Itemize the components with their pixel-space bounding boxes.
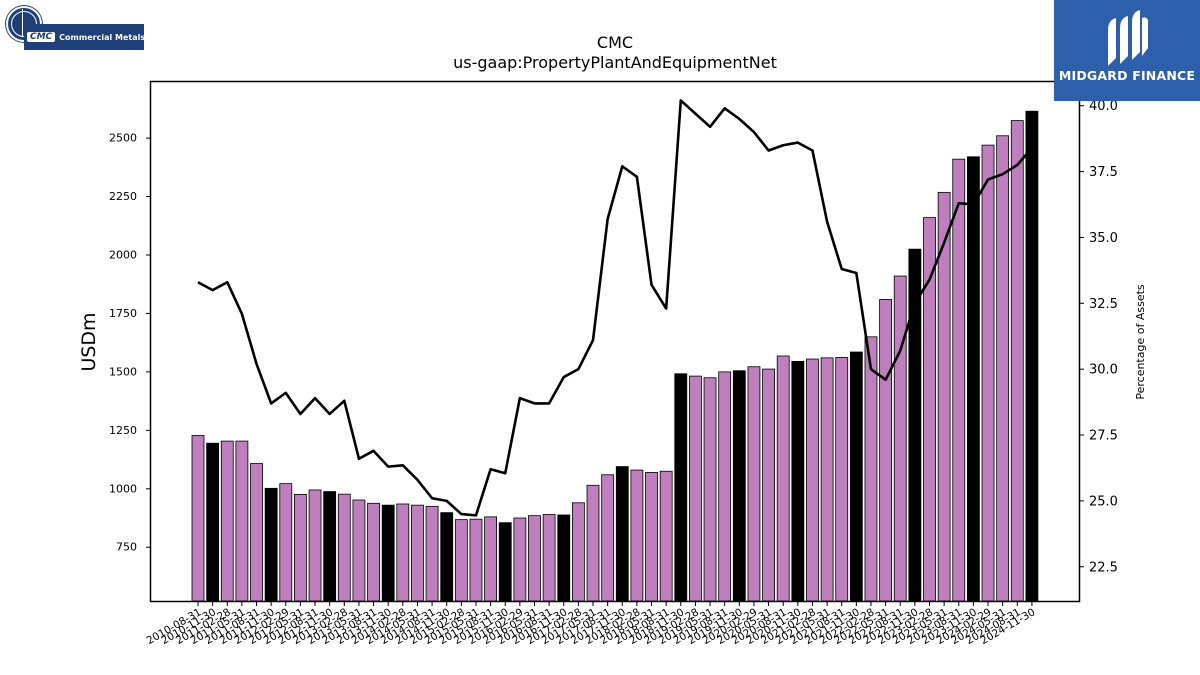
bar-2017-05-31 [586,484,600,602]
bar-2019-08-31 [718,371,732,602]
bar-2020-11-30 [791,360,805,602]
bar-2011-02-28 [220,440,234,602]
cmc-logo-bar: CMC Commercial Metals [24,24,146,50]
plot-frame [149,80,1081,603]
bar-2013-08-31 [367,502,380,602]
bar-2011-08-31 [250,463,263,602]
bar-2015-05-31 [469,518,483,602]
bar-2010-08-31 [191,435,205,602]
y-tick-label: 1250 [109,424,137,437]
bar-2010-11-30 [206,442,220,602]
y-tick-label: 2500 [109,132,137,145]
bar-2014-05-31 [411,504,424,602]
bar-2019-05-31 [703,377,717,602]
bar-2015-08-31 [484,516,498,602]
y-tick-label: 1750 [109,307,137,320]
y-axis-label: USDm [78,312,100,371]
bar-2013-11-30 [381,504,395,602]
y2-tick-label: 32.5 [1089,297,1118,312]
y-tick-label: 1500 [109,365,137,378]
bar-2017-08-31 [601,474,615,602]
bar-2014-11-30 [440,512,454,602]
right-axis: 22.5 25.0 27.5 30.0 32.5 35.0 37.5 40.0 [1079,99,1118,575]
bar-2024-08-31 [1010,120,1024,602]
chart-title: CMC [597,33,633,52]
bar-2012-11-30 [323,491,337,602]
y2-tick-label: 37.5 [1089,165,1118,180]
bar-2024-11-30 [1025,110,1039,602]
y2-tick-label: 30.0 [1089,363,1118,378]
bar-2018-05-31 [645,472,658,602]
bar-2012-08-31 [308,489,322,602]
bar-2023-02-28 [923,217,936,602]
bar-2012-05-31 [294,493,307,602]
bar-2023-08-31 [952,158,966,602]
bar-2013-05-31 [352,499,366,602]
bar-2022-02-28 [864,336,878,602]
bar-2015-11-30 [498,522,512,602]
bar-2015-02-28 [454,519,468,602]
bar-2020-02-29 [747,366,761,602]
midgard-finance-name: MIDGARD FINANCE [1058,68,1196,83]
bar-2022-08-31 [893,275,907,602]
bar-2011-05-31 [235,440,249,602]
bar-2018-08-31 [659,470,673,602]
bar-2021-05-31 [820,357,834,602]
bar-2019-02-28 [689,375,702,602]
cmc-logo: CMC Commercial Metals [4,6,146,52]
y-tick-label: 1000 [109,482,137,495]
bar-2017-02-28 [571,502,585,602]
y2-tick-label: 27.5 [1089,429,1118,444]
midgard-mark-icon [1108,10,1148,66]
y-tick-label: 2250 [109,190,137,203]
bar-2016-02-29 [513,517,527,602]
bar-2020-08-31 [776,355,790,602]
midgard-finance-logo: MIDGARD FINANCE [1054,0,1200,101]
bar-2022-05-31 [879,299,893,602]
y2-axis-label: Percentage of Assets [1134,284,1147,400]
bars-layer [191,110,1039,602]
bar-2016-08-31 [542,514,556,602]
x-axis: 2010-08-312010-11-302011-02-282011-05-31… [145,601,1037,647]
bar-2018-11-30 [674,373,688,602]
bar-2014-08-31 [425,505,439,602]
cmc-logo-tag: CMC [27,32,56,42]
bar-2016-11-30 [557,514,571,602]
y-tick-label: 750 [116,541,137,554]
y2-tick-label: 22.5 [1089,560,1118,575]
line-layer [197,99,1033,517]
bar-2021-08-31 [835,356,849,602]
bar-2011-11-30 [264,487,278,602]
bar-2019-11-30 [732,370,746,602]
chart-subtitle: us-gaap:PropertyPlantAndEquipmentNet [453,53,777,72]
left-axis: 750 1000 1250 1500 1750 2000 2250 2500 [109,132,151,554]
bar-2024-05-31 [996,135,1010,602]
cmc-logo-name: Commercial Metals [59,32,146,42]
bar-2016-05-31 [528,515,541,602]
bar-2013-02-28 [337,493,351,602]
percentage-of-assets-line [197,99,1033,517]
bar-2020-05-31 [762,368,775,602]
bar-2023-11-30 [966,156,980,602]
y-tick-label: 2000 [109,249,137,262]
bar-2024-02-29 [981,144,995,602]
y2-tick-label: 25.0 [1089,494,1118,509]
bar-2021-11-30 [849,351,863,602]
bar-2012-02-29 [279,483,293,602]
y2-tick-label: 40.0 [1089,99,1118,114]
bar-2021-02-28 [806,358,819,602]
bar-2017-11-30 [615,466,629,602]
y2-tick-label: 35.0 [1089,231,1118,246]
bar-2014-02-28 [396,503,410,602]
bar-2018-02-28 [630,469,644,602]
